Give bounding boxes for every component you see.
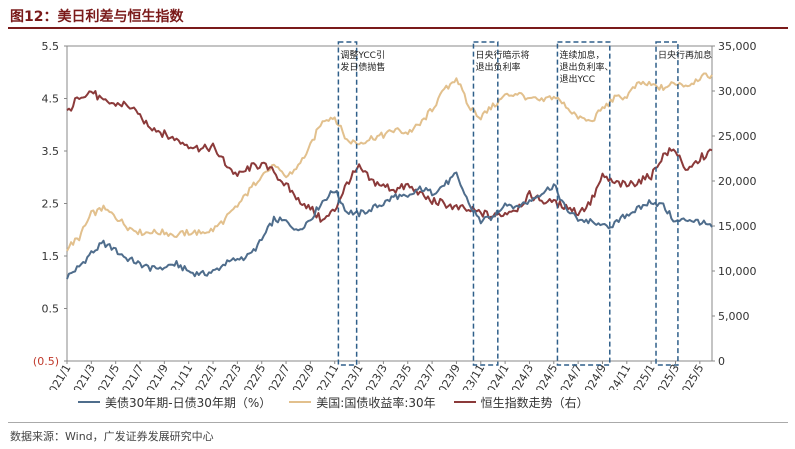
right-tick-label: 20,000 — [718, 175, 757, 188]
x-tick-label: 2022/9 — [286, 362, 317, 390]
x-tick-label: 2023/7 — [408, 362, 439, 390]
annotation-box — [655, 41, 679, 366]
x-tick-label: 2025/1 — [627, 362, 658, 390]
annotation-box — [472, 41, 499, 366]
right-tick-label: 25,000 — [718, 130, 757, 143]
x-tick-label: 2025/3 — [651, 362, 682, 390]
left-tick-label: 4.5 — [42, 93, 60, 106]
data-source: 数据来源：Wind，广发证券发展研究中心 — [10, 430, 214, 443]
x-tick-label: 2023/9 — [432, 362, 463, 390]
x-tick-label: 2021/7 — [116, 362, 147, 390]
left-tick-label: 0.5 — [42, 303, 60, 316]
legend-item-spread: 美债30年期-日债30年期（%） — [78, 394, 271, 411]
annotation-box — [556, 41, 611, 366]
legend-swatch-spread — [78, 401, 100, 403]
annotation-text: 退出负利率、 — [559, 61, 613, 73]
right-tick-label: 30,000 — [718, 85, 757, 98]
left-tick-label: (0.5) — [33, 355, 59, 368]
x-tick-label: 2022/3 — [213, 362, 244, 390]
title-divider — [8, 27, 788, 29]
legend-label-hsi: 恒生指数走势（右） — [480, 395, 589, 410]
x-tick-label: 2022/7 — [262, 362, 293, 390]
x-tick-label: 2024/1 — [481, 362, 512, 390]
series-line-1 — [66, 72, 713, 252]
x-tick-label: 2023/5 — [384, 362, 415, 390]
legend-swatch-hsi — [453, 401, 476, 403]
legend-item-hsi: 恒生指数走势（右） — [453, 394, 589, 411]
annotation-text: 退出负利率 — [475, 61, 520, 73]
legend-label-spread: 美债30年期-日债30年期（%） — [105, 395, 272, 410]
annotation-text: 退出YCC — [559, 73, 595, 85]
right-tick-label: 15,000 — [718, 220, 757, 233]
x-tick-label: 2025/5 — [676, 362, 707, 390]
legend-label-us-yield: 美国:国债收益率:30年 — [316, 395, 436, 410]
left-tick-label: 1.5 — [42, 250, 60, 263]
annotation-box — [337, 41, 358, 366]
plot-frame — [66, 45, 713, 362]
x-tick-label: 2024/3 — [505, 362, 536, 390]
right-tick-label: 5,000 — [718, 310, 750, 323]
series-line-0 — [66, 171, 713, 280]
annotation-text: 日央行再加息 — [658, 49, 712, 61]
x-tick-label: 2021/3 — [67, 362, 98, 390]
left-tick-label: 3.5 — [42, 145, 60, 158]
series-line-2 — [66, 90, 713, 223]
x-tick-label: 2021/5 — [92, 362, 123, 390]
legend-swatch-us-yield — [289, 401, 312, 403]
right-tick-label: 35,000 — [718, 40, 757, 53]
bottom-divider — [8, 422, 788, 423]
x-tick-label: 2023/3 — [359, 362, 390, 390]
x-tick-label: 2022/5 — [238, 362, 269, 390]
annotation-text: 连续加息， — [559, 49, 604, 61]
annotation-text: 发日债抛售 — [340, 61, 385, 73]
figure-title: 图12：美日利差与恒生指数 — [10, 9, 184, 25]
right-tick-label: 0 — [718, 355, 725, 368]
x-tick-label: 2024/5 — [530, 362, 561, 390]
x-tick-label: 2021/9 — [140, 362, 171, 390]
x-tick-label: 2024/9 — [578, 362, 609, 390]
x-tick-label: 2022/1 — [189, 362, 220, 390]
right-tick-label: 10,000 — [718, 265, 757, 278]
x-tick-label: 2024/7 — [554, 362, 585, 390]
left-tick-label: 2.5 — [42, 198, 60, 211]
annotation-text: 日央行暗示将 — [475, 49, 529, 61]
chart-legend: 美债30年期-日债30年期（%） 美国:国债收益率:30年 恒生指数走势（右） — [78, 394, 607, 410]
annotation-text: 调整YCC引 — [340, 49, 385, 61]
left-tick-label: 5.5 — [42, 40, 60, 53]
chart-canvas: (0.5) 0.5 1.5 2.5 3.5 4.5 5.5 0 5,000 10,000 15,00… — [33, 40, 757, 390]
legend-item-us-yield: 美国:国债收益率:30年 — [289, 394, 436, 411]
x-tick-label: 2023/1 — [335, 362, 366, 390]
